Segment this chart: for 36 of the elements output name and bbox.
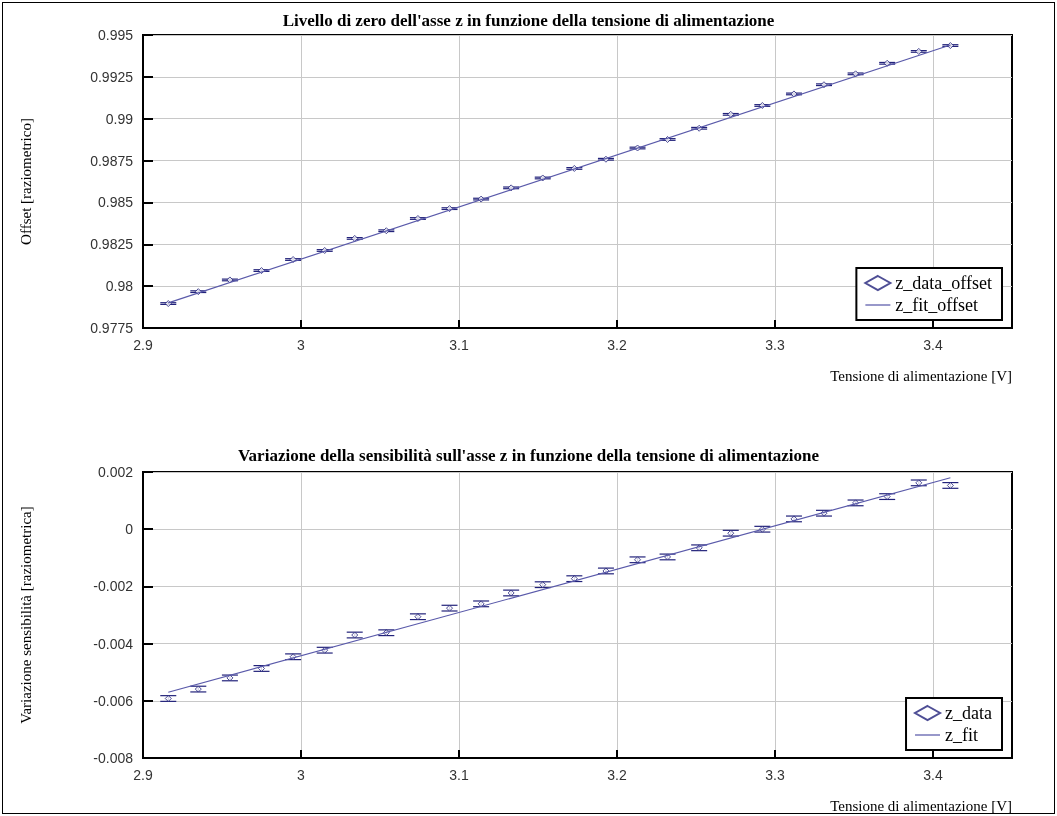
x-tick-label: 3.2 — [607, 337, 627, 353]
x-tick-label: 3.2 — [607, 767, 627, 783]
chart-title: Variazione della sensibilità sull'asse z in funzione della tensione di alimentazione — [237, 446, 820, 465]
legend-label: z_fit — [945, 725, 979, 745]
legend-label: z_data_offset — [895, 273, 993, 293]
x-tick-label: 3.3 — [765, 767, 785, 783]
x-tick-label: 2.9 — [133, 767, 153, 783]
x-tick-label: 3.4 — [923, 767, 943, 783]
y-tick-label: -0.002 — [93, 578, 134, 595]
legend-label: z_data — [945, 703, 993, 723]
x-tick-label: 3.1 — [449, 337, 469, 353]
y-axis-title: Variazione sensibilità [raziometrica] — [17, 506, 34, 724]
chart-title: Livello di zero dell'asse z in funzione della tensione di alimentazione — [282, 11, 775, 30]
y-tick-label: 0.995 — [97, 27, 134, 43]
y-tick-label: 0.9825 — [90, 236, 134, 253]
x-tick-label: 3.1 — [449, 767, 469, 783]
y-tick-label: 0.9775 — [90, 320, 134, 336]
y-tick-label: 0.98 — [105, 278, 134, 295]
y-axis-title: Offset [raziometrico] — [17, 118, 34, 245]
y-tick-label: 0.99 — [105, 110, 134, 127]
y-tick-label: -0.006 — [93, 692, 134, 709]
y-tick-label: 0.002 — [97, 464, 134, 480]
legend-label: z_fit_offset — [895, 295, 979, 315]
y-tick-label: 0 — [125, 521, 134, 538]
y-tick-label: 0.9925 — [90, 68, 134, 85]
x-tick-label: 3 — [297, 767, 306, 783]
y-tick-label: -0.004 — [93, 635, 134, 652]
x-tick-label: 2.9 — [133, 337, 153, 353]
x-tick-label: 3.4 — [923, 337, 943, 353]
y-tick-label: -0.008 — [93, 750, 134, 766]
x-axis-title: Tensione di alimentazione [V] — [830, 797, 1012, 814]
x-axis-title: Tensione di alimentazione [V] — [830, 367, 1012, 384]
x-tick-label: 3 — [297, 337, 306, 353]
y-tick-label: 0.9875 — [90, 152, 134, 169]
x-tick-label: 3.3 — [765, 337, 785, 353]
y-tick-label: 0.985 — [97, 194, 134, 211]
